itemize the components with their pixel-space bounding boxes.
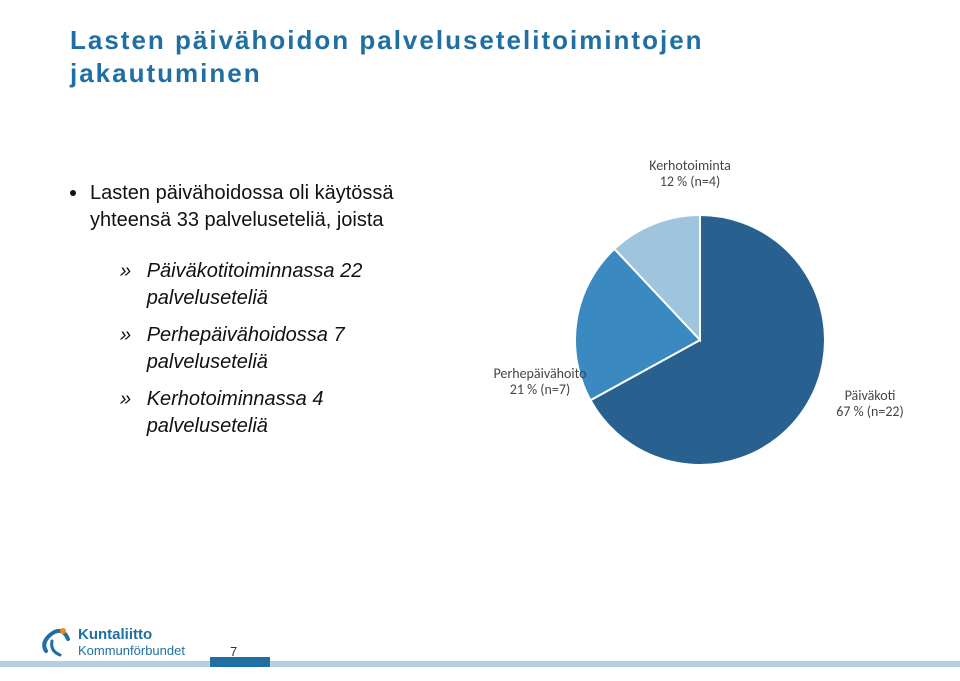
pie-label: Perhepäivähoito21 % (n=7) (493, 365, 586, 398)
sub2-line2: palveluseteliä (147, 351, 268, 373)
raquo-icon: » (120, 260, 131, 282)
sub1-line1: Päiväkotitoiminnassa 22 (147, 260, 363, 282)
title-line-1: Lasten päivähoidon palvelusetelitoiminto… (70, 24, 770, 57)
footer: Kuntaliitto Kommunförbundet 7 (0, 613, 960, 663)
bullet-main-line1: Lasten päivähoidossa oli käytössä (90, 182, 394, 204)
sub1-line2: palveluseteliä (147, 287, 268, 309)
page-title: Lasten päivähoidon palvelusetelitoiminto… (70, 24, 770, 89)
bullet-main: Lasten päivähoidossa oli käytössä yhteen… (70, 180, 450, 234)
sub3-line1: Kerhotoiminnassa 4 (147, 388, 324, 410)
bullet-main-line2: yhteensä 33 palveluseteliä, joista (90, 209, 384, 231)
footer-bar (0, 657, 960, 667)
logo-text-2: Kommunförbundet (78, 643, 185, 658)
logo-text-1: Kuntaliitto (78, 626, 152, 643)
sub2-line1: Perhepäivähoidossa 7 (147, 324, 345, 346)
bullet-dot-icon (70, 190, 76, 196)
raquo-icon: » (120, 324, 131, 346)
sub-bullet-3: » Kerhotoiminnassa 4 » palveluseteliä (120, 386, 450, 440)
pie-svg: Päiväkoti67 % (n=22) Perhepäivähoito21 % … (470, 140, 930, 520)
sub3-line2: palveluseteliä (147, 415, 268, 437)
bullet-main-text: Lasten päivähoidossa oli käytössä yhteen… (90, 180, 394, 234)
title-line-2: jakautuminen (70, 57, 770, 90)
pie-label: Päiväkoti67 % (n=22) (836, 387, 904, 420)
pie-chart: Päiväkoti67 % (n=22) Perhepäivähoito21 % … (470, 140, 930, 520)
sub-bullet-2: » Perhepäivähoidossa 7 » palveluseteliä (120, 322, 450, 376)
pie-label: Kerhotoiminta12 % (n=4) (649, 157, 731, 190)
bullet-list: Lasten päivähoidossa oli käytössä yhteen… (70, 180, 450, 450)
raquo-icon: » (120, 388, 131, 410)
sub-bullet-1: » Päiväkotitoiminnassa 22 » palvelusetel… (120, 258, 450, 312)
